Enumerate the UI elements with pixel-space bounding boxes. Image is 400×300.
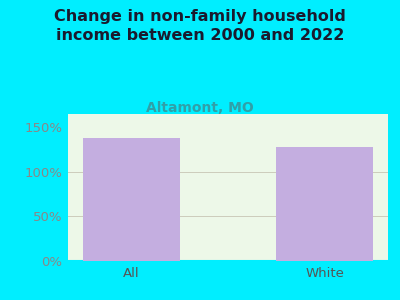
Bar [276, 147, 374, 261]
Text: Change in non-family household
income between 2000 and 2022: Change in non-family household income be… [54, 9, 346, 43]
Bar [82, 138, 180, 261]
Text: Altamont, MO: Altamont, MO [146, 100, 254, 115]
